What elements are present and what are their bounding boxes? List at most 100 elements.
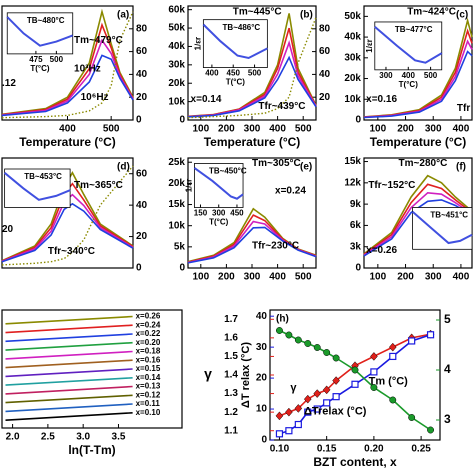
legend-label: Tm (°C) — [369, 375, 409, 387]
annotation: Tfr — [457, 103, 470, 114]
y2-tick-label: 40 — [136, 69, 148, 80]
y2-axis-label: ΔT relax (°C) — [240, 342, 252, 408]
series-line — [5, 385, 133, 395]
y-tick-label: 1.4 — [224, 370, 238, 381]
y-tick-label: 1.5 — [224, 351, 238, 362]
series-line — [5, 333, 133, 343]
data-point — [408, 337, 416, 345]
series-line — [5, 377, 133, 386]
inset-frame — [202, 19, 268, 68]
series-line — [363, 174, 473, 255]
data-point — [304, 408, 312, 416]
data-point — [408, 414, 416, 421]
y-tick-label: 50k — [344, 11, 361, 22]
series-label: x=0.13 — [136, 382, 161, 391]
series-line — [5, 350, 133, 360]
y-tick-label: 0 — [179, 263, 185, 274]
x-tick-label: 0.25 — [411, 444, 431, 455]
data-point — [389, 352, 397, 361]
y-tick-label: 10k — [168, 220, 185, 231]
x-tick-label: 400 — [269, 124, 286, 135]
data-point — [313, 389, 322, 398]
inset-x-label: T(°C) — [399, 80, 419, 89]
inset-frame — [412, 207, 473, 250]
inset-label: TB~450°C — [209, 167, 247, 176]
data-point — [370, 352, 378, 361]
y2-tick-label: 40 — [136, 200, 148, 211]
x-tick-label: 2.0 — [6, 432, 20, 443]
x-tick-label: 200 — [397, 272, 414, 283]
x-axis-label: ln(T-Tm) — [68, 443, 115, 457]
annotation: 10³Hz — [74, 63, 101, 74]
inset-line — [202, 23, 268, 60]
inset-line — [411, 210, 473, 245]
inset-label: TB~477°C — [395, 25, 433, 34]
series-line — [5, 412, 133, 421]
annotation: Tm~280°C — [399, 158, 448, 169]
series-line — [1, 38, 134, 116]
x-tick-label: 100 — [370, 272, 387, 283]
data-point — [389, 396, 397, 404]
x-tick-label: 400 — [59, 124, 76, 135]
x-tick-label: 300 — [244, 272, 261, 283]
panel-label: (a) — [117, 10, 129, 21]
y2-tick-label: 20 — [136, 231, 148, 242]
data-point — [323, 399, 331, 407]
data-point — [303, 394, 312, 404]
panel-label: (b) — [300, 10, 313, 21]
y2-tick-label: 20 — [319, 92, 331, 103]
x-axis-label: BZT content, x — [313, 455, 397, 469]
series-line — [1, 11, 134, 119]
series-line — [5, 394, 133, 404]
y-tick-label: 1.1 — [224, 425, 238, 436]
y-tick-label: 1.3 — [224, 388, 238, 399]
data-point — [285, 407, 293, 417]
series-line — [1, 22, 134, 116]
panel-label: (c) — [456, 10, 468, 21]
inset-tick-label: 400 — [205, 69, 219, 78]
inset-y-label: 1/εr — [365, 39, 374, 53]
data-point — [332, 393, 340, 401]
panel-label: (h) — [276, 314, 289, 325]
series-label: x=0.15 — [136, 364, 161, 373]
inset-line — [6, 16, 74, 47]
series-label: x=0.12 — [136, 390, 161, 399]
inset-x-label: T(°C) — [30, 64, 50, 73]
x-tick-label: 3.5 — [112, 432, 126, 443]
annotation: Tm~445°C — [233, 6, 282, 17]
y-tick-label: 10k — [168, 96, 185, 107]
y3-tick-label: 4 — [444, 362, 451, 376]
x-tick-label: 3.0 — [76, 432, 90, 443]
data-point — [426, 331, 435, 339]
plot-frame — [1, 157, 134, 269]
annotation: 20 — [2, 224, 14, 235]
inset-tick-label: 500 — [50, 55, 64, 64]
data-point — [285, 427, 293, 435]
inset-tick-label: 300 — [212, 209, 226, 218]
series-label: x=0.26 — [136, 312, 161, 321]
inset-line — [3, 172, 71, 201]
y-tick-label: 3k — [350, 241, 362, 252]
inset-tick-label: 500 — [424, 71, 438, 80]
y-tick-label: 15k — [168, 199, 185, 210]
annotation: 10⁶Hz — [81, 92, 109, 103]
x-tick-label: 400 — [453, 124, 470, 135]
y-tick-label: 20k — [168, 78, 185, 89]
x-tick-label: 2.5 — [41, 432, 55, 443]
y2-tick-label: 40 — [256, 311, 268, 322]
x-axis-label: Temperature (°C) — [204, 135, 301, 149]
annotation: Tfr~152°C — [368, 180, 415, 191]
series-line — [5, 324, 133, 334]
inset-x-label: T(°C) — [226, 78, 246, 87]
series-label: x=0.20 — [136, 338, 161, 347]
inset-frame — [6, 12, 74, 55]
data-point — [323, 349, 331, 356]
y-tick-label: 6k — [350, 220, 362, 231]
legend-label: ΔTrelax (°C) — [304, 405, 367, 417]
x-tick-label: 200 — [218, 272, 235, 283]
y-tick-label: 1.2 — [224, 407, 238, 418]
x-tick-label: 300 — [425, 272, 442, 283]
y2-tick-label: 60 — [136, 46, 148, 57]
annotation: Tfr~340°C — [48, 246, 95, 257]
